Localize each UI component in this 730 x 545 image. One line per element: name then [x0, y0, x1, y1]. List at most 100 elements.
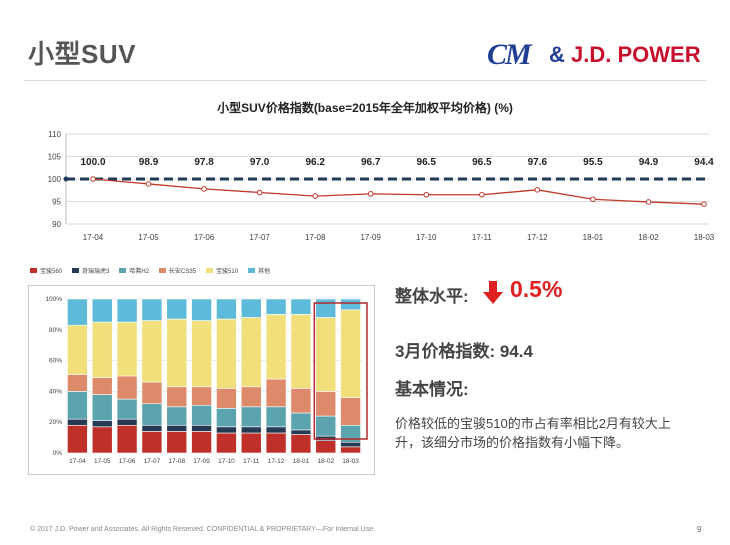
bar-segment	[240, 386, 262, 408]
x-tick-label: 18-01	[293, 458, 310, 465]
bar-segment	[340, 446, 361, 454]
bar-segment	[265, 314, 287, 380]
y-tick-label: 60%	[49, 358, 62, 365]
bar-segment	[166, 424, 188, 432]
x-tick-label: 17-10	[416, 233, 437, 242]
bar-segment	[67, 374, 88, 392]
price-index-point	[312, 193, 318, 199]
x-tick-label: 18-02	[638, 233, 659, 242]
bar-segment	[315, 415, 337, 437]
basic-situation-label: 基本情况:	[395, 380, 469, 399]
legend-label: 奇瑞瑞虎3	[82, 269, 110, 275]
bar-segment	[265, 378, 287, 408]
bar-segment	[290, 298, 312, 315]
bar-segment	[91, 321, 113, 378]
bar-segment	[116, 298, 138, 323]
y-tick-label: 100	[48, 175, 62, 184]
price-index-point	[90, 176, 96, 182]
page-title: 小型SUV	[28, 39, 136, 69]
down-arrow-icon	[483, 281, 503, 304]
bar-segment	[240, 298, 262, 318]
data-label: 94.9	[639, 157, 659, 168]
price-index-series-line	[92, 178, 705, 205]
legend-swatch	[72, 268, 80, 273]
bar-segment	[240, 426, 262, 434]
bar-segment	[216, 388, 237, 409]
bar-segment	[240, 432, 262, 454]
x-tick-label: 18-01	[583, 233, 604, 242]
x-tick-label: 17-10	[218, 458, 235, 465]
price-index-point	[701, 201, 707, 207]
legend-swatch	[30, 268, 37, 273]
bar-segment	[315, 317, 337, 392]
bar-segment	[265, 426, 287, 434]
bar-segment	[290, 429, 312, 435]
x-tick-label: 17-11	[472, 233, 492, 242]
bar-segment	[191, 431, 212, 454]
bar-segment	[67, 298, 88, 326]
page-number: 9	[697, 525, 702, 534]
data-label: 98.9	[139, 157, 159, 168]
y-tick-label: 80%	[49, 327, 62, 334]
y-tick-label: 110	[48, 130, 61, 139]
line-chart-title: 小型SUV价格指数(base=2015年全年加权平均价格) (%)	[217, 101, 513, 115]
bar-segment	[67, 324, 88, 375]
price-index-point	[423, 191, 430, 198]
price-index-point	[367, 191, 374, 197]
bar-segment	[116, 375, 138, 400]
bar-segment	[240, 317, 262, 388]
bar-segment	[265, 298, 287, 315]
bar-segment	[141, 403, 163, 426]
bar-segment	[191, 298, 212, 321]
baseline-start-marker	[63, 176, 69, 182]
x-tick-label: 17-05	[94, 458, 111, 465]
bar-segment	[340, 298, 361, 311]
bar-segment	[290, 434, 312, 454]
bar-segment	[290, 314, 312, 389]
overall-level-label: 整体水平:	[395, 287, 469, 306]
y-tick-label: 0%	[53, 450, 63, 457]
bar-segment	[340, 309, 361, 398]
bar-segment	[91, 426, 113, 454]
bar-segment	[340, 441, 361, 448]
bar-segment	[166, 318, 188, 388]
x-tick-label: 18-03	[342, 458, 359, 465]
x-tick-label: 17-07	[249, 233, 270, 242]
price-index-point	[256, 189, 263, 196]
x-tick-label: 17-08	[305, 233, 326, 242]
bar-segment	[91, 298, 113, 323]
bar-segment	[216, 298, 237, 320]
data-label: 97.8	[194, 157, 214, 168]
x-tick-label: 17-12	[268, 458, 285, 465]
x-tick-label: 17-06	[194, 233, 215, 242]
legend-swatch	[206, 268, 214, 273]
data-label: 94.4	[694, 157, 714, 168]
bar-segment	[315, 440, 337, 454]
legend-item: 长安CS35	[159, 266, 196, 275]
highlight-box	[313, 302, 368, 440]
bar-segment	[191, 424, 212, 432]
data-label: 96.7	[361, 157, 381, 168]
data-label: 96.5	[472, 157, 492, 168]
bar-segment	[216, 432, 237, 454]
legend-item: 宝骏560	[30, 266, 62, 275]
bar-segment	[191, 320, 212, 388]
x-tick-label: 17-07	[144, 458, 161, 465]
x-tick-label: 17-09	[193, 458, 210, 465]
bar-segment	[67, 418, 88, 426]
legend-label: 宝骏510	[216, 269, 239, 275]
bar-chart-legend: 宝骏560 奇瑞瑞虎3 哈弗H2 长安CS35 宝骏510 其他	[30, 266, 270, 275]
y-tick-label: 105	[48, 153, 62, 162]
bar-segment	[141, 381, 163, 405]
x-tick-label: 17-08	[168, 458, 185, 465]
bar-segment	[141, 298, 163, 321]
bar-segment	[216, 408, 237, 428]
bar-segment	[116, 398, 138, 420]
bar-segment	[290, 412, 312, 431]
x-tick-label: 17-04	[69, 458, 86, 465]
legend-item: 其他	[248, 266, 270, 275]
logo-ampersand: &	[549, 42, 565, 67]
logo-brand: J.D. POWER	[571, 42, 701, 67]
y-tick-label: 100%	[45, 296, 62, 303]
x-tick-label: 17-06	[119, 458, 136, 465]
